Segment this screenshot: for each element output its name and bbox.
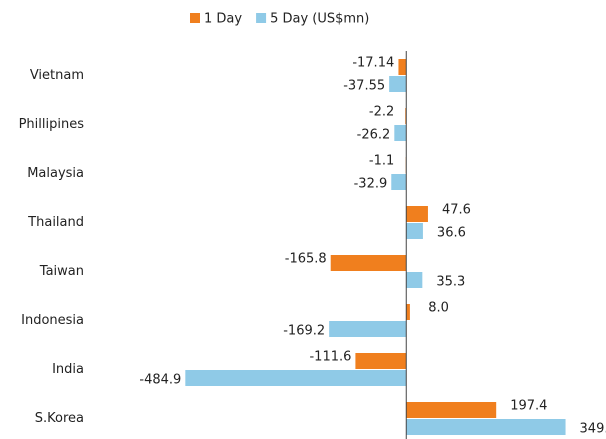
bar	[406, 272, 423, 288]
value-label: 197.4	[510, 399, 547, 414]
bar	[406, 223, 423, 239]
bar	[355, 353, 407, 369]
bar	[329, 321, 407, 337]
bar	[406, 304, 410, 320]
value-label: -2.2	[369, 105, 394, 120]
value-label: -26.2	[357, 128, 391, 143]
value-label: 349.6	[580, 422, 606, 437]
category-label: Vietnam	[30, 68, 84, 83]
category-label: Taiwan	[39, 264, 84, 279]
value-label: -169.2	[283, 324, 325, 339]
value-label: 47.6	[442, 203, 471, 218]
value-label: -165.8	[285, 252, 327, 267]
value-label: 36.6	[437, 226, 466, 241]
legend-swatch	[256, 13, 267, 23]
category-label: Malaysia	[27, 166, 84, 181]
bar	[406, 419, 566, 435]
bar	[391, 174, 407, 190]
legend-label: 5 Day (US$mn)	[270, 12, 369, 27]
value-label: -484.9	[139, 373, 181, 388]
bar	[389, 76, 407, 92]
value-label: 35.3	[436, 275, 465, 290]
bar	[185, 370, 407, 386]
legend-swatch	[190, 13, 200, 23]
value-label: 8.0	[428, 301, 449, 316]
bar	[394, 125, 407, 141]
value-label: -1.1	[369, 154, 394, 169]
value-label: -32.9	[354, 177, 388, 192]
legend-label: 1 Day	[204, 12, 242, 27]
bar	[406, 206, 428, 222]
bar	[406, 402, 497, 418]
bar	[398, 59, 407, 75]
category-label: S.Korea	[35, 411, 84, 426]
category-label: Indonesia	[21, 313, 84, 328]
category-label: Phillipines	[19, 117, 85, 132]
value-label: -37.55	[343, 79, 385, 94]
category-label: India	[52, 362, 84, 377]
value-label: -17.14	[352, 56, 394, 71]
bar	[330, 255, 407, 271]
bar	[405, 108, 407, 124]
value-label: -111.6	[309, 350, 351, 365]
category-label: Thailand	[27, 215, 84, 230]
